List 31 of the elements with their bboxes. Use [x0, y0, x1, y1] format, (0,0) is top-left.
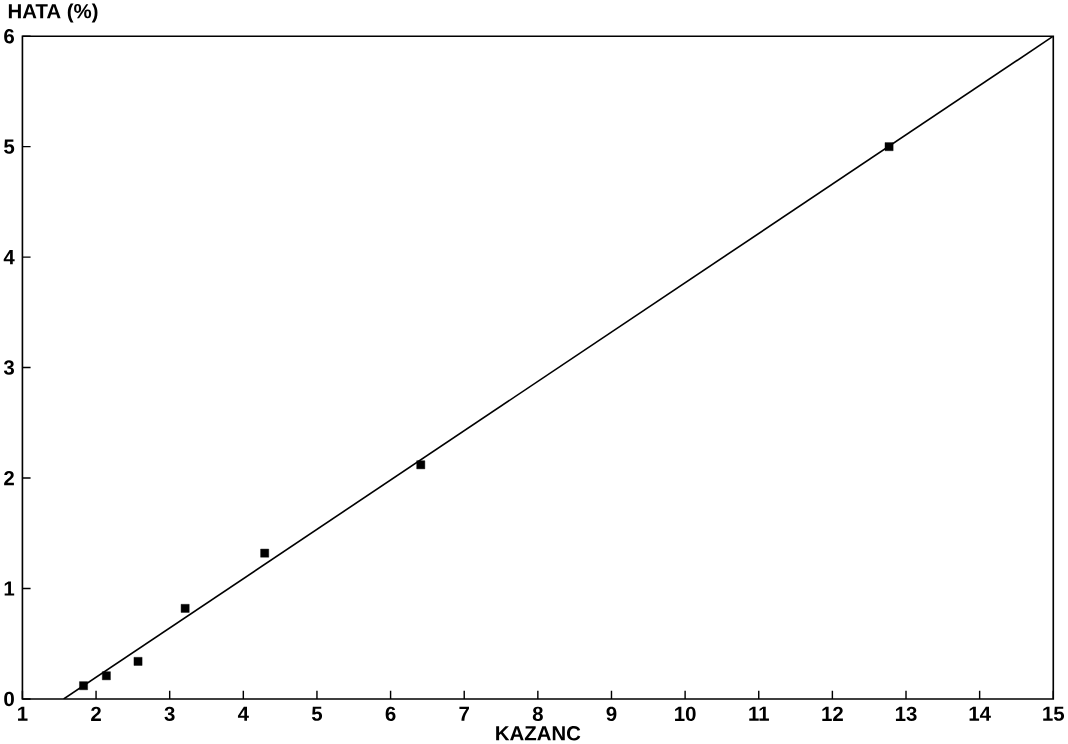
point: [133, 657, 143, 666]
x-tick-label: 3: [164, 706, 175, 722]
y-tick-label: 0: [4, 691, 14, 707]
x-tick-label: 14: [969, 706, 991, 721]
x-tick-label: 4: [237, 706, 249, 721]
point: [79, 681, 88, 691]
y-tick-label: 2: [4, 470, 14, 486]
x-tick-label: 1: [18, 706, 28, 721]
point: [180, 604, 190, 613]
x-tick-label: 9: [606, 706, 617, 722]
point: [260, 548, 269, 558]
point: [102, 671, 111, 681]
x-tick-label: 12: [822, 706, 843, 721]
x-tick-label: 11: [749, 706, 769, 721]
x-tick-label: 13: [895, 706, 917, 722]
y-tick-label: 1: [4, 581, 15, 596]
point: [416, 460, 426, 470]
y-tick-label: 5: [4, 139, 15, 154]
point: [884, 142, 894, 151]
x-tick-label: 2: [91, 706, 101, 721]
x-tick-label: 7: [459, 706, 469, 721]
x-axis-title: KAZANC: [496, 726, 581, 741]
y-tick-label: 3: [3, 360, 14, 375]
x-tick-label: 6: [385, 706, 396, 722]
y-tick-label: 4: [3, 250, 15, 265]
y-tick-label: 6: [4, 29, 14, 44]
y-axis-title: HATA (%): [8, 3, 98, 23]
x-tick-label: 15: [1043, 706, 1065, 721]
x-tick-label: 8: [532, 706, 543, 722]
x-tick-label: 10: [675, 706, 696, 722]
x-tick-label: 5: [311, 706, 323, 721]
